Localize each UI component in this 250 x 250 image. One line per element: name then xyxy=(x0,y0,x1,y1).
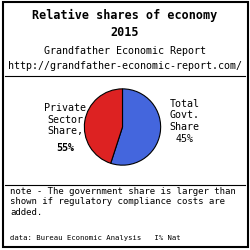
Text: Relative shares of economy: Relative shares of economy xyxy=(32,9,218,22)
Text: 55%: 55% xyxy=(56,142,74,152)
Text: http://grandfather-economic-report.com/: http://grandfather-economic-report.com/ xyxy=(8,60,242,70)
Text: 2015: 2015 xyxy=(111,26,139,39)
Text: note - The government share is larger than
shown if regulatory compliance costs : note - The government share is larger th… xyxy=(10,186,236,216)
Text: Private
Sector
Share,: Private Sector Share, xyxy=(44,102,86,136)
Text: Total
Govt.
Share
45%: Total Govt. Share 45% xyxy=(169,98,199,143)
Wedge shape xyxy=(84,90,122,164)
Wedge shape xyxy=(111,90,161,166)
Text: data: Bureau Economic Analysis   I% Nat: data: Bureau Economic Analysis I% Nat xyxy=(10,234,180,240)
Text: Grandfather Economic Report: Grandfather Economic Report xyxy=(44,46,206,56)
